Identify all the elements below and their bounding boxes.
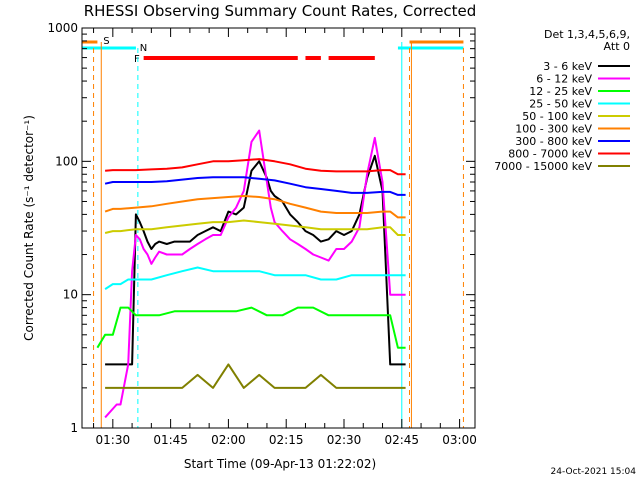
series-line-100-300kev [104,195,406,219]
legend-title-line-2: Att 0 [604,40,630,53]
series-line-800-7000kev [105,158,406,176]
legend-label-8: 800 - 7000 keV [508,148,592,161]
plot-frame [81,27,476,429]
x-tick-label-6: 02:45 [384,433,419,447]
series-line-25-50kev [104,266,406,290]
plot-area: S NF [82,36,464,428]
legend-label-1: 3 - 6 keV [543,60,592,73]
y-tick-label-4: 1000 [47,21,78,35]
series-line-12-25kev [96,306,406,349]
y-tick-label-3: 100 [55,154,78,168]
legend-title-line-1: Det 1,3,4,5,6,9, [544,28,630,41]
annotation-s: S [103,36,109,47]
y-tick-label-2: 10 [63,288,78,302]
timestamp: 24-Oct-2021 15:04 [551,467,637,477]
series-line-50-100kev [104,219,406,236]
series-line-6-12kev [104,129,406,419]
legend-label-5: 50 - 100 keV [522,110,592,123]
axes: 1 10 100 1000 01:30 01:45 02:00 02:15 02:30 02:45… [47,21,476,447]
x-tick-label-5: 02:30 [327,433,362,447]
legend-label-7: 300 - 800 keV [515,135,592,148]
annotation-n: N [140,43,147,54]
x-tick-label-2: 01:45 [153,433,188,447]
series-line-300-800kev [104,176,406,196]
legend-label-6: 100 - 300 keV [515,123,592,136]
chart-title: RHESSI Observing Summary Count Rates, Co… [84,2,477,20]
series-line-7000-15000kev [105,363,406,389]
x-tick-label-4: 02:15 [269,433,304,447]
series-line-3-6kev [105,154,406,366]
y-tick-label-1: 1 [70,421,78,435]
legend-label-3: 12 - 25 keV [529,85,592,98]
legend-label-2: 6 - 12 keV [536,73,592,86]
y-axis-label: Corrected Count Rate (s⁻¹ detector⁻¹) [22,115,36,341]
annotation-f: F [134,54,140,65]
x-tick-label-3: 02:00 [211,433,246,447]
legend-label-9: 7000 - 15000 keV [494,160,592,173]
x-tick-label-7: 03:00 [442,433,477,447]
x-tick-label-1: 01:30 [96,433,131,447]
legend-label-4: 25 - 50 keV [529,98,592,111]
x-axis-label: Start Time (09-Apr-13 01:22:02) [184,457,376,471]
